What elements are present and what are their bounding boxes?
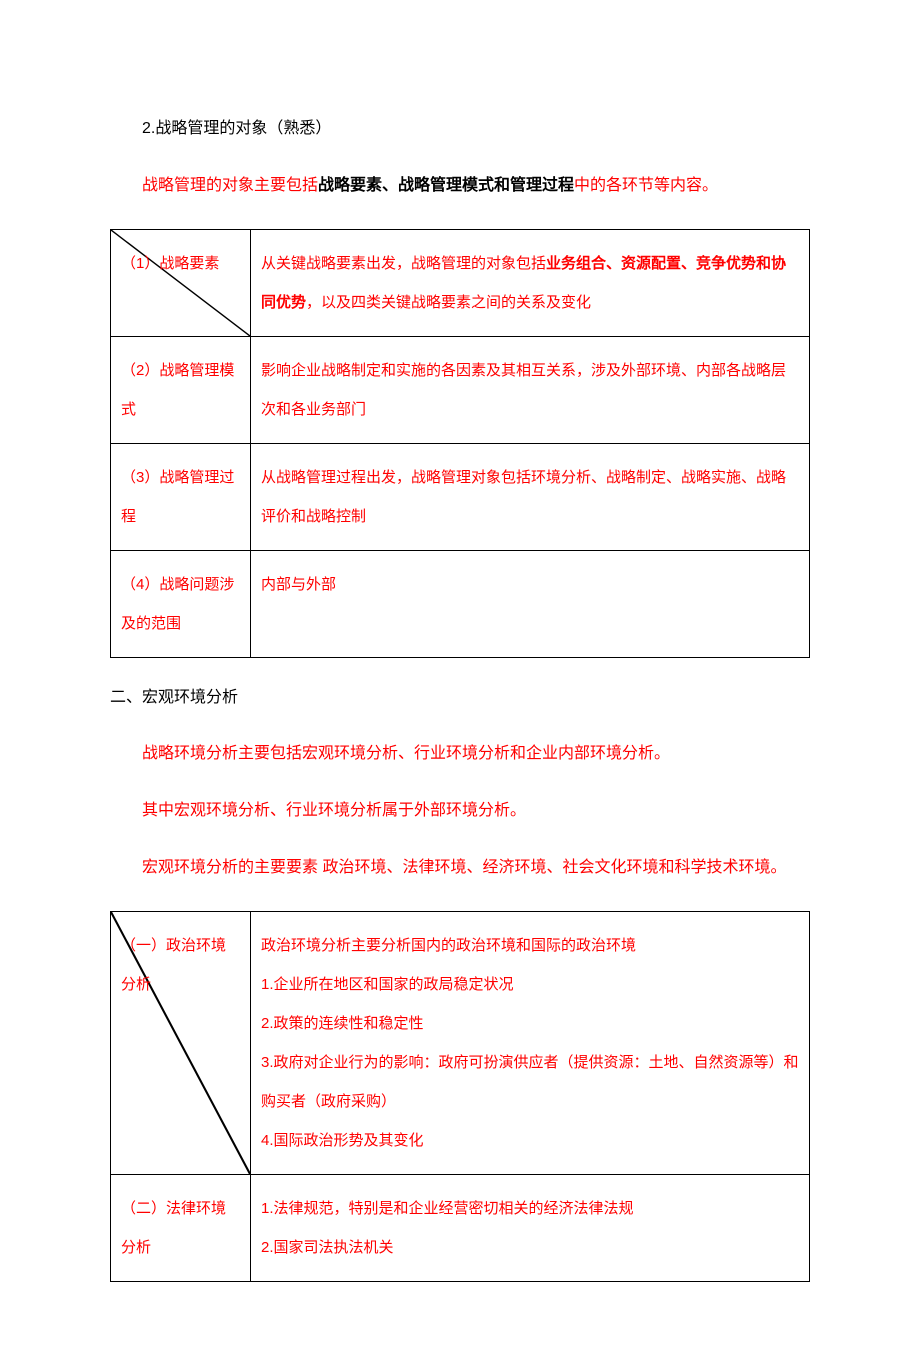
cell-line: 1.法律规范，特别是和企业经营密切相关的经济法律法规 <box>261 1189 799 1228</box>
table-row: （一）政治环境分析 政治环境分析主要分析国内的政治环境和国际的政治环境 1.企业… <box>111 911 810 1174</box>
cell-label: （一）政治环境分析 <box>121 937 226 993</box>
diagonal-line-icon <box>111 230 250 336</box>
t2-r1-content: 政治环境分析主要分析国内的政治环境和国际的政治环境 1.企业所在地区和国家的政局… <box>251 911 810 1174</box>
s2-p3: 宏观环境分析的主要要素 政治环境、法律环境、经济环境、社会文化环境和科学技术环境… <box>110 854 810 883</box>
cell-line: 2.国家司法执法机关 <box>261 1228 799 1267</box>
t1-r2-label: （2）战略管理模式 <box>111 336 251 443</box>
s1-title: 2.战略管理的对象（熟悉） <box>110 115 810 144</box>
s1-intro-pre: 战略管理的对象主要包括 <box>142 177 318 194</box>
table-macro-env: （一）政治环境分析 政治环境分析主要分析国内的政治环境和国际的政治环境 1.企业… <box>110 911 810 1282</box>
table-row: （3）战略管理过程 从战略管理过程出发，战略管理对象包括环境分析、战略制定、战略… <box>111 443 810 550</box>
t2-r2-content: 1.法律规范，特别是和企业经营密切相关的经济法律法规 2.国家司法执法机关 <box>251 1174 810 1281</box>
table-strategy-objects: （1）战略要素 从关键战略要素出发，战略管理的对象包括业务组合、资源配置、竞争优… <box>110 229 810 658</box>
table-row: （1）战略要素 从关键战略要素出发，战略管理的对象包括业务组合、资源配置、竞争优… <box>111 229 810 336</box>
t1-r3-label: （3）战略管理过程 <box>111 443 251 550</box>
t1-r4-label: （4）战略问题涉及的范围 <box>111 550 251 657</box>
t2-r1-label: （一）政治环境分析 <box>111 911 251 1174</box>
t1-r1-label: （1）战略要素 <box>111 229 251 336</box>
s1-intro-post: 中的各环节等内容。 <box>574 177 718 194</box>
t2-r2-label: （二）法律环境分析 <box>111 1174 251 1281</box>
cell-line: 2.政策的连续性和稳定性 <box>261 1004 799 1043</box>
t1-r4-content: 内部与外部 <box>251 550 810 657</box>
s2-p2: 其中宏观环境分析、行业环境分析属于外部环境分析。 <box>110 797 810 826</box>
cell-line: 3.政府对企业行为的影响：政府可扮演供应者（提供资源：土地、自然资源等）和购买者… <box>261 1043 799 1121</box>
t1-r1-content: 从关键战略要素出发，战略管理的对象包括业务组合、资源配置、竞争优势和协同优势，以… <box>251 229 810 336</box>
t1-r2-content: 影响企业战略制定和实施的各因素及其相互关系，涉及外部环境、内部各战略层次和各业务… <box>251 336 810 443</box>
t1-r3-content: 从战略管理过程出发，战略管理对象包括环境分析、战略制定、战略实施、战略评价和战略… <box>251 443 810 550</box>
table-row: （2）战略管理模式 影响企业战略制定和实施的各因素及其相互关系，涉及外部环境、内… <box>111 336 810 443</box>
s1-intro-bold: 战略要素、战略管理模式和管理过程 <box>318 177 574 194</box>
cell-label: （1）战略要素 <box>121 255 219 272</box>
table-row: （4）战略问题涉及的范围 内部与外部 <box>111 550 810 657</box>
cell-line: 4.国际政治形势及其变化 <box>261 1121 799 1160</box>
cell-line: 1.企业所在地区和国家的政局稳定状况 <box>261 965 799 1004</box>
s1-intro: 战略管理的对象主要包括战略要素、战略管理模式和管理过程中的各环节等内容。 <box>110 172 810 201</box>
cell-line: 政治环境分析主要分析国内的政治环境和国际的政治环境 <box>261 926 799 965</box>
table-row: （二）法律环境分析 1.法律规范，特别是和企业经营密切相关的经济法律法规 2.国… <box>111 1174 810 1281</box>
s2-p1: 战略环境分析主要包括宏观环境分析、行业环境分析和企业内部环境分析。 <box>110 740 810 769</box>
s2-heading: 二、宏观环境分析 <box>110 684 810 713</box>
